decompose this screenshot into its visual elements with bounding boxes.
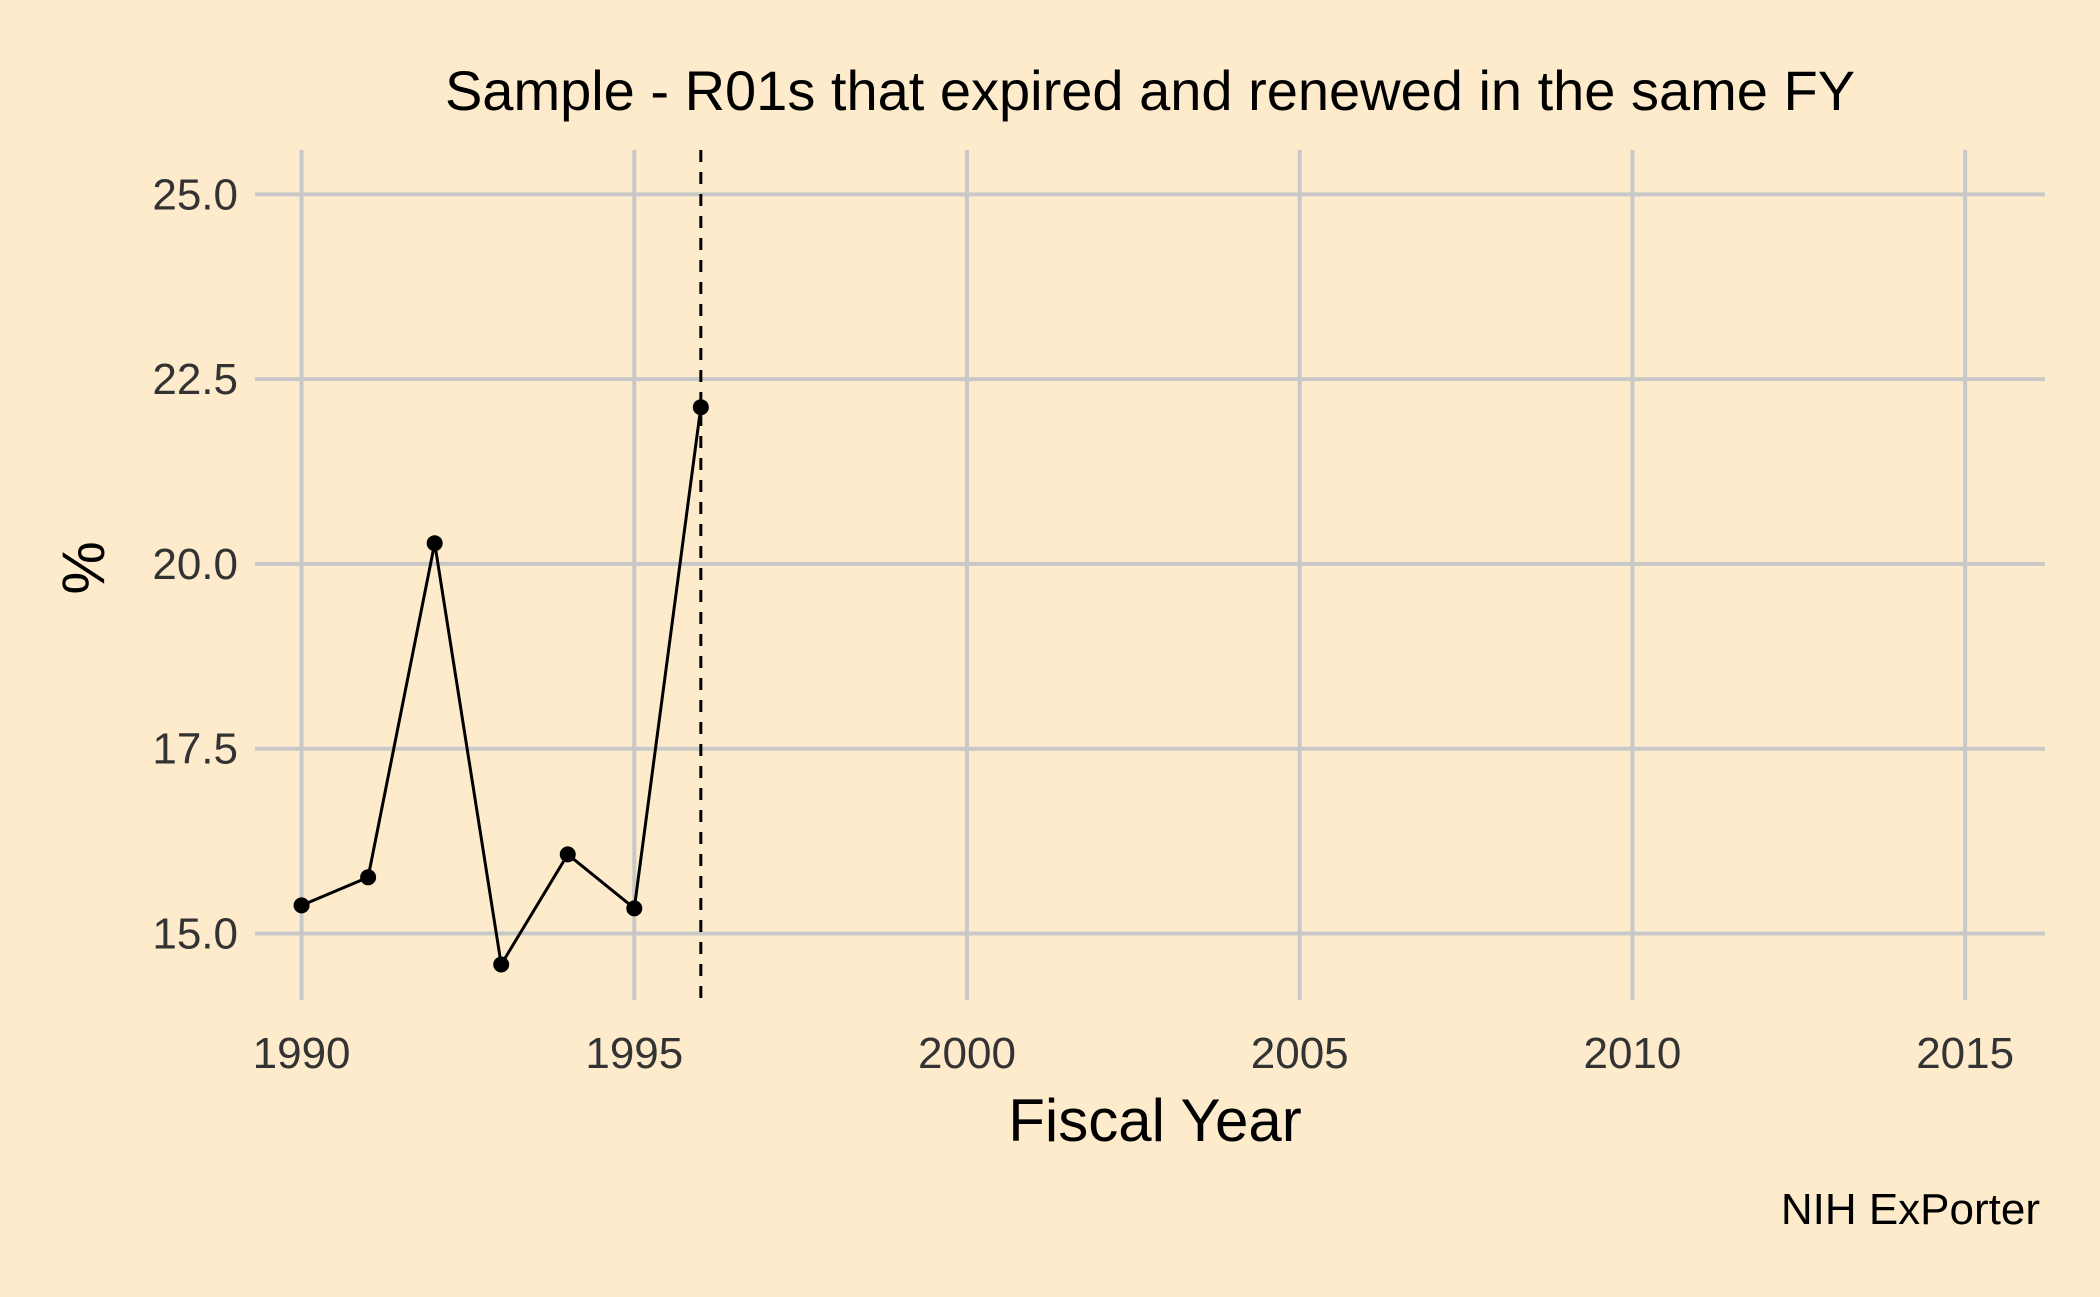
- x-tick-labels: 1990 1995 2000 2005 2010 2015: [253, 1029, 2014, 1078]
- chart-caption: NIH ExPorter: [1781, 1185, 2040, 1234]
- y-tick-label-15.0: 15.0: [152, 909, 238, 958]
- data-point-1996: [692, 399, 709, 416]
- y-gridlines: [255, 192, 2045, 936]
- x-tick-label-1990: 1990: [253, 1029, 351, 1078]
- x-gridlines: [299, 150, 1968, 1000]
- data-point-1993: [493, 956, 510, 973]
- x-tick-label-2005: 2005: [1251, 1029, 1349, 1078]
- y-tick-label-17.5: 17.5: [152, 725, 238, 774]
- data-point-1990: [293, 897, 310, 914]
- x-tick-label-2000: 2000: [918, 1029, 1016, 1078]
- data-point-1991: [360, 869, 377, 886]
- series-group: [293, 399, 709, 973]
- x-axis-title: Fiscal Year: [1008, 1087, 1302, 1154]
- data-point-1992: [426, 535, 443, 552]
- y-tick-labels: 15.0 17.5 20.0 22.5 25.0: [152, 170, 238, 958]
- x-tick-label-2015: 2015: [1916, 1029, 2014, 1078]
- data-point-1995: [626, 900, 643, 917]
- x-tick-label-1995: 1995: [585, 1029, 683, 1078]
- chart-title: Sample - R01s that expired and renewed i…: [445, 59, 1855, 122]
- y-tick-label-20.0: 20.0: [152, 540, 238, 589]
- y-tick-label-25.0: 25.0: [152, 170, 238, 219]
- x-tick-label-2010: 2010: [1583, 1029, 1681, 1078]
- data-point-1994: [559, 846, 576, 863]
- y-axis-title: %: [50, 541, 117, 594]
- y-tick-label-22.5: 22.5: [152, 355, 238, 404]
